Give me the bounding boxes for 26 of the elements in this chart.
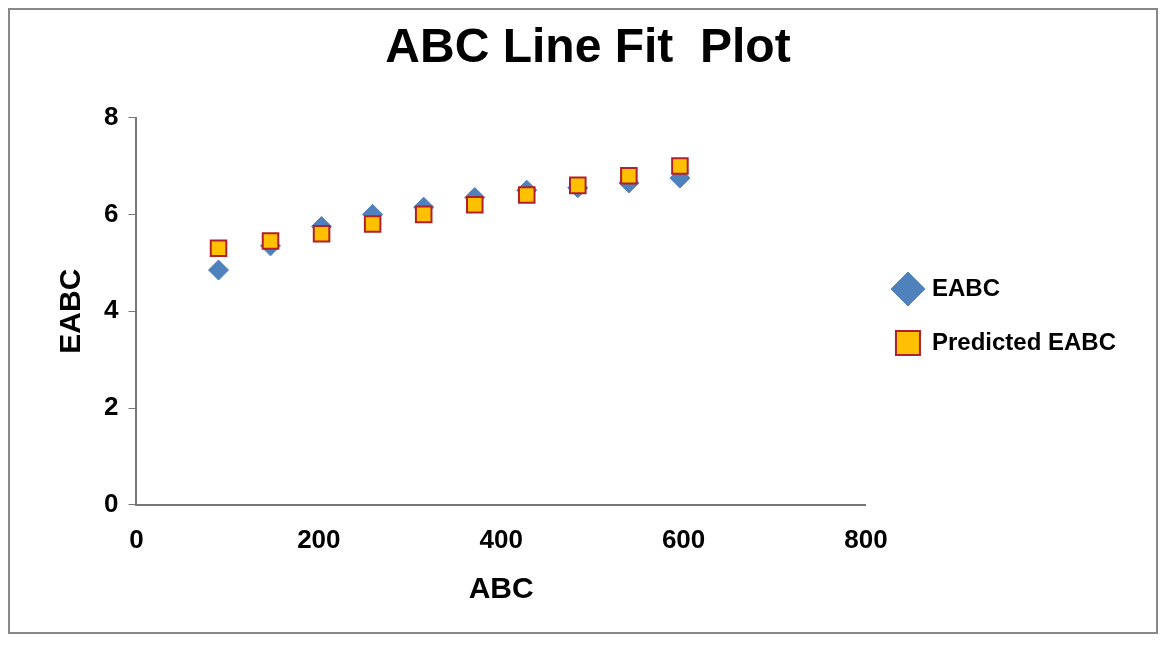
y-tick-label: 6: [103, 197, 119, 228]
y-tick-label: 4: [103, 294, 119, 325]
point: [465, 195, 484, 214]
legend-label: Predicted EABC: [931, 327, 1116, 355]
x-tick-label: 400: [479, 523, 523, 554]
point: [312, 224, 331, 243]
x-tick-label: 800: [844, 523, 888, 554]
x-axis-title: ABC: [468, 571, 534, 605]
point: [414, 205, 433, 224]
point: [620, 166, 638, 185]
point: [261, 232, 280, 250]
point: [208, 259, 230, 281]
point: [671, 157, 689, 175]
x-tick-label: 200: [297, 523, 341, 554]
point: [363, 215, 382, 233]
y-tick-label: 0: [103, 487, 119, 518]
point: [517, 186, 536, 204]
x-tick-label: 600: [661, 523, 706, 554]
x-tick-label: 0: [129, 523, 144, 554]
legend-label: EABC: [931, 273, 1000, 301]
y-tick-label: 2: [103, 391, 119, 422]
point: [209, 239, 228, 258]
y-tick-label: 8: [103, 100, 119, 131]
point: [569, 176, 587, 195]
y-axis-title: EABC: [53, 268, 87, 354]
chart-title: ABC Line Fit Plot: [385, 19, 791, 73]
